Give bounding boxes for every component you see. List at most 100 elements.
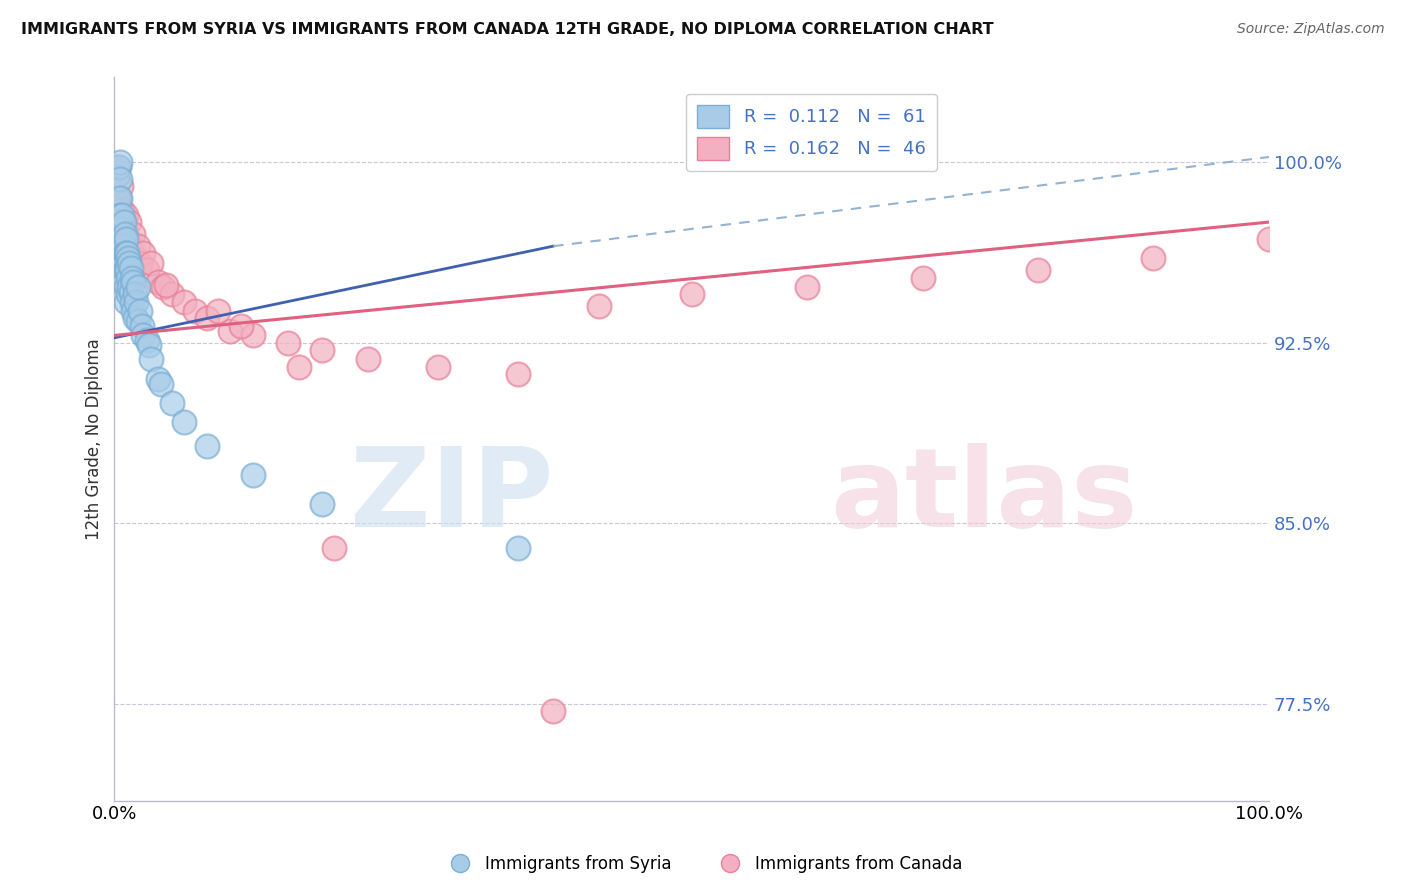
Point	[112, 276, 135, 290]
Point	[107, 191, 129, 205]
Point	[114, 222, 136, 236]
Point	[173, 415, 195, 429]
Point	[155, 277, 177, 292]
Point	[288, 359, 311, 374]
Point	[160, 396, 183, 410]
Point	[118, 256, 141, 270]
Point	[121, 246, 143, 260]
Point	[108, 160, 131, 174]
Point	[107, 215, 129, 229]
Point	[911, 270, 934, 285]
Point	[132, 246, 155, 260]
Point	[118, 215, 141, 229]
Point	[118, 280, 141, 294]
Point	[121, 270, 143, 285]
Point	[173, 294, 195, 309]
Point	[128, 304, 150, 318]
Point	[117, 232, 139, 246]
Point	[160, 287, 183, 301]
Point	[242, 468, 264, 483]
Point	[117, 252, 139, 266]
Point	[508, 367, 530, 381]
Point	[110, 252, 132, 266]
Point	[112, 239, 135, 253]
Point	[108, 239, 131, 253]
Point	[152, 280, 174, 294]
Point	[120, 260, 142, 275]
Point	[135, 333, 157, 347]
Point	[541, 705, 564, 719]
Point	[218, 324, 240, 338]
Text: Source: ZipAtlas.com: Source: ZipAtlas.com	[1237, 22, 1385, 37]
Point	[120, 285, 142, 299]
Point	[242, 328, 264, 343]
Point	[111, 252, 134, 266]
Text: atlas: atlas	[830, 443, 1137, 550]
Point	[124, 287, 146, 301]
Point	[138, 338, 160, 352]
Point	[122, 227, 145, 241]
Point	[148, 372, 170, 386]
Point	[108, 191, 131, 205]
Point	[107, 160, 129, 174]
Point	[149, 376, 172, 391]
Point	[114, 227, 136, 241]
Point	[108, 215, 131, 229]
Point	[114, 246, 136, 260]
Point	[115, 263, 138, 277]
Point	[426, 359, 449, 374]
Point	[112, 256, 135, 270]
Point	[127, 280, 149, 294]
Point	[108, 154, 131, 169]
Point	[322, 541, 344, 555]
Point	[114, 263, 136, 277]
Point	[112, 215, 135, 229]
Text: ZIP: ZIP	[350, 443, 553, 550]
Point	[195, 439, 218, 453]
Point	[508, 541, 530, 555]
Point	[127, 239, 149, 253]
Point	[115, 263, 138, 277]
Point	[127, 314, 149, 328]
Point	[311, 343, 333, 357]
Point	[121, 294, 143, 309]
Legend: R =  0.112   N =  61, R =  0.162   N =  46: R = 0.112 N = 61, R = 0.162 N = 46	[686, 94, 936, 170]
Point	[115, 294, 138, 309]
Point	[122, 276, 145, 290]
Point	[1258, 232, 1281, 246]
Point	[115, 280, 138, 294]
Point	[124, 252, 146, 266]
Point	[110, 178, 132, 193]
Point	[148, 276, 170, 290]
Point	[1142, 252, 1164, 266]
Point	[111, 202, 134, 217]
Point	[681, 287, 703, 301]
Point	[131, 318, 153, 333]
Y-axis label: 12th Grade, No Diploma: 12th Grade, No Diploma	[86, 338, 103, 540]
Point	[277, 335, 299, 350]
Point	[184, 304, 207, 318]
Point	[112, 215, 135, 229]
Text: IMMIGRANTS FROM SYRIA VS IMMIGRANTS FROM CANADA 12TH GRADE, NO DIPLOMA CORRELATI: IMMIGRANTS FROM SYRIA VS IMMIGRANTS FROM…	[21, 22, 994, 37]
Point	[207, 304, 229, 318]
Point	[231, 318, 253, 333]
Point	[796, 280, 818, 294]
Point	[311, 497, 333, 511]
Legend: Immigrants from Syria, Immigrants from Canada: Immigrants from Syria, Immigrants from C…	[437, 848, 969, 880]
Point	[105, 169, 128, 184]
Point	[111, 208, 134, 222]
Point	[195, 311, 218, 326]
Point	[588, 300, 610, 314]
Point	[111, 232, 134, 246]
Point	[108, 256, 131, 270]
Point	[108, 222, 131, 236]
Point	[141, 256, 163, 270]
Point	[112, 239, 135, 253]
Point	[108, 191, 131, 205]
Point	[110, 222, 132, 236]
Point	[128, 256, 150, 270]
Point	[135, 263, 157, 277]
Point	[124, 311, 146, 326]
Point	[141, 352, 163, 367]
Point	[117, 270, 139, 285]
